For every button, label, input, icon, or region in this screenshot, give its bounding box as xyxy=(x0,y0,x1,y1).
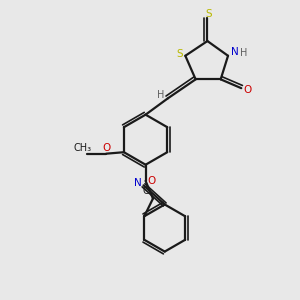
Text: O: O xyxy=(244,85,252,94)
Text: O: O xyxy=(147,176,156,186)
Text: H: H xyxy=(157,90,164,100)
Text: CH₃: CH₃ xyxy=(74,143,92,153)
Text: C: C xyxy=(143,186,149,196)
Text: S: S xyxy=(177,49,183,59)
Text: O: O xyxy=(102,143,110,153)
Text: H: H xyxy=(240,48,247,58)
Text: S: S xyxy=(206,9,212,19)
Text: N: N xyxy=(134,178,142,188)
Text: N: N xyxy=(231,47,239,57)
